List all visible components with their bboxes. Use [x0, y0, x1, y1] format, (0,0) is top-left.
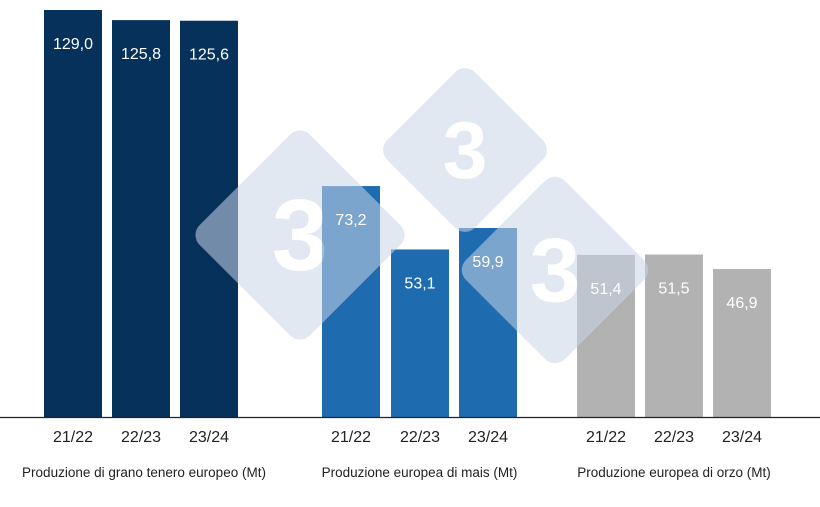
- bar: [391, 249, 449, 417]
- x-tick-label: 21/22: [53, 429, 93, 446]
- bars-layer: [44, 10, 771, 417]
- group-title: Produzione europea di orzo (Mt): [577, 465, 771, 480]
- bar: [645, 254, 703, 417]
- x-tick-label: 21/22: [586, 429, 626, 446]
- data-label: 51,5: [658, 281, 689, 298]
- x-tick-label: 22/23: [400, 429, 440, 446]
- watermark-diamond: [195, 130, 405, 340]
- group-title: Produzione europea di mais (Mt): [322, 465, 518, 480]
- watermark-digit: 3: [443, 106, 488, 196]
- x-tick-label: 23/24: [722, 429, 762, 446]
- data-label: 73,2: [335, 212, 366, 229]
- data-label: 59,9: [472, 254, 503, 271]
- x-tick-label: 23/24: [468, 429, 508, 446]
- data-label: 125,8: [121, 46, 161, 63]
- x-tick-label: 21/22: [331, 429, 371, 446]
- labels-layer: 129,0 21/22 125,8 22/23 125,6 23/24 Produzione…: [22, 36, 771, 480]
- watermark-logo: 333: [195, 68, 649, 364]
- data-label: 46,9: [726, 295, 757, 312]
- bar: [112, 20, 170, 417]
- data-label: 51,4: [590, 281, 621, 298]
- bar: [713, 269, 771, 417]
- watermark-digit: 3: [272, 179, 328, 292]
- bar: [44, 10, 102, 417]
- x-tick-label: 23/24: [189, 429, 229, 446]
- data-label: 125,6: [189, 47, 229, 64]
- data-label: 53,1: [404, 275, 435, 292]
- x-tick-label: 22/23: [654, 429, 694, 446]
- watermark-diamond: [461, 176, 649, 364]
- x-tick-label: 22/23: [121, 429, 161, 446]
- watermark-diamond: [383, 68, 547, 232]
- group-title: Produzione di grano tenero europeo (Mt): [22, 465, 266, 480]
- data-label: 129,0: [53, 36, 93, 53]
- watermark-digit: 3: [530, 221, 581, 322]
